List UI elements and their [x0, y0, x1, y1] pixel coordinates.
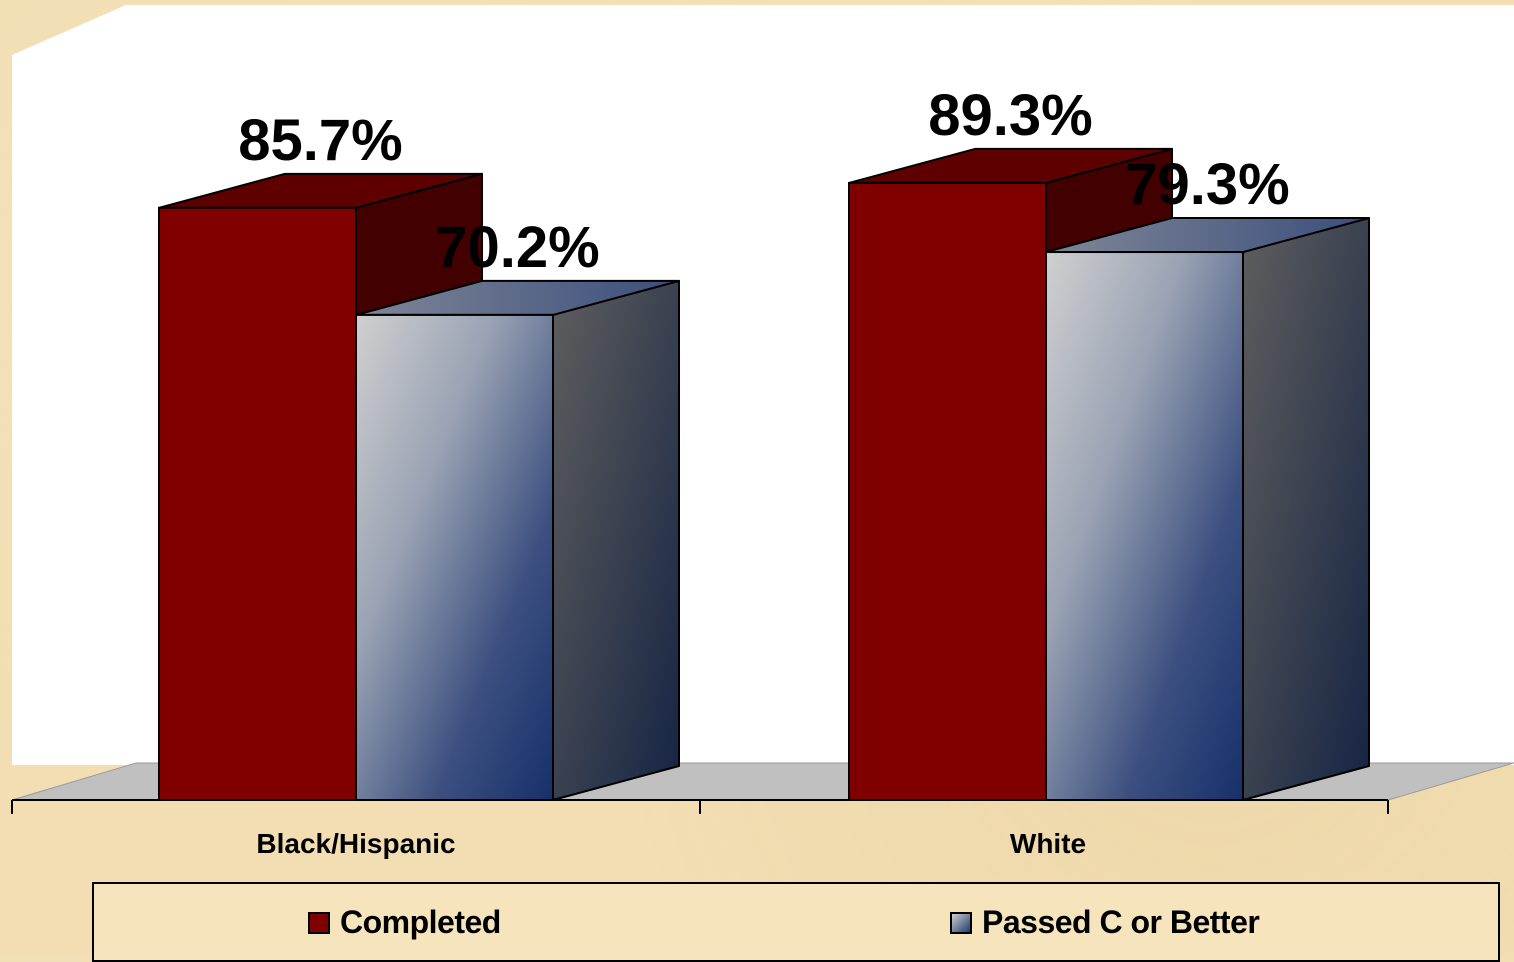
- bar-side: [1242, 217, 1370, 801]
- legend-swatch-passed: [950, 911, 972, 934]
- bar-front: [848, 181, 1047, 801]
- bar-side: [552, 279, 680, 801]
- legend: Completed Passed C or Better: [92, 882, 1500, 962]
- legend-label-passed: Passed C or Better: [982, 904, 1260, 940]
- x-tick-label-0: Black/Hispanic: [256, 828, 455, 859]
- x-tick-label-1: White: [1010, 828, 1086, 859]
- data-label-completed-0: 85.7%: [238, 108, 402, 173]
- data-label-passed-0: 70.2%: [435, 215, 599, 280]
- bar-front: [355, 313, 554, 801]
- bar-front: [158, 206, 357, 802]
- data-label-passed-1: 79.3%: [1125, 152, 1289, 217]
- data-label-completed-1: 89.3%: [928, 83, 1092, 148]
- legend-swatch-completed: [308, 911, 330, 934]
- bar-front: [1045, 251, 1244, 802]
- bar-passed-1: [1045, 217, 1370, 802]
- bar-passed-0: [355, 279, 680, 801]
- legend-item-completed: Completed: [308, 904, 501, 941]
- legend-label-completed: Completed: [340, 904, 501, 940]
- legend-item-passed: Passed C or Better: [950, 904, 1260, 941]
